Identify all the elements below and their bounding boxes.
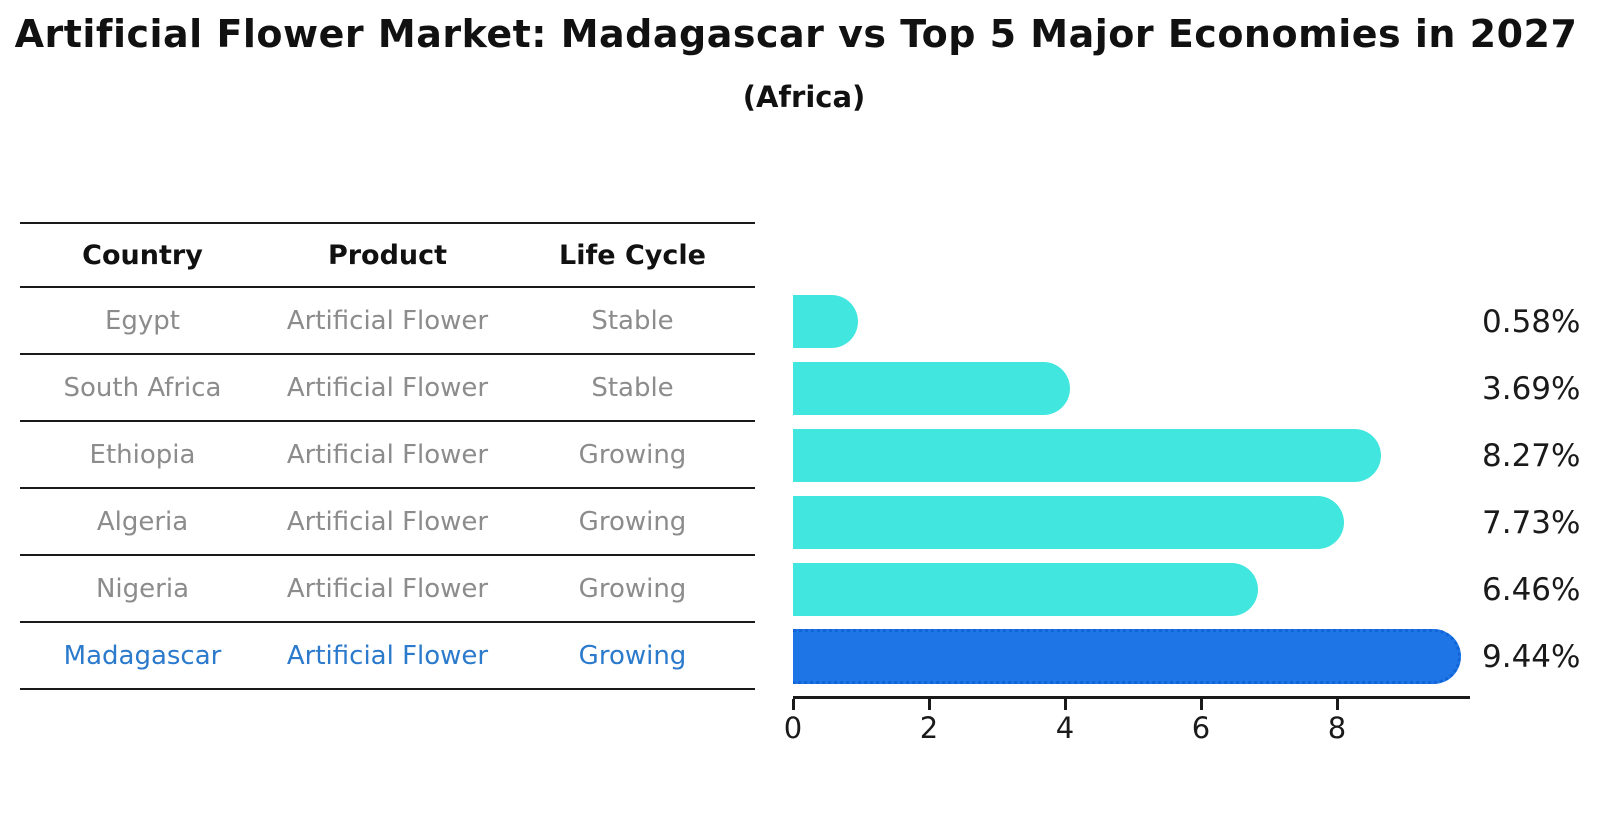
country-table: Country Product Life Cycle Egypt Artific…	[20, 222, 755, 690]
x-tick-8	[1335, 699, 1339, 710]
bar-south-africa	[793, 362, 1070, 415]
x-tick-label-4: 4	[1055, 711, 1075, 745]
life-cycle-cell: Growing	[578, 640, 687, 671]
table-header-country: Country	[82, 239, 203, 271]
value-label-egypt: 0.58%	[1482, 303, 1581, 340]
bar-egypt	[793, 295, 859, 348]
life-cycle-cell: Growing	[578, 439, 687, 470]
life-cycle-cell: Growing	[578, 573, 687, 604]
x-tick-2	[927, 699, 931, 710]
table-row-madagascar: Madagascar Artificial Flower Growing	[20, 623, 755, 690]
life-cycle-cell: Stable	[591, 305, 674, 336]
table-row-ethiopia: Ethiopia Artificial Flower Growing	[20, 422, 755, 489]
country-cell: Egypt	[104, 305, 181, 336]
x-tick-label-6: 6	[1191, 711, 1211, 745]
x-tick-4	[1063, 699, 1067, 710]
country-cell: Madagascar	[63, 640, 222, 671]
country-cell: Nigeria	[95, 573, 190, 604]
table-row-algeria: Algeria Artificial Flower Growing	[20, 489, 755, 556]
bar-plot	[793, 288, 1461, 690]
table-header-life-cycle: Life Cycle	[559, 239, 706, 271]
x-tick-label-8: 8	[1327, 711, 1347, 745]
table-header-row: Country Product Life Cycle	[20, 222, 755, 288]
product-cell: Artificial Flower	[286, 640, 489, 671]
x-tick-label-2: 2	[919, 711, 939, 745]
bar-madagascar	[793, 629, 1461, 684]
value-label-madagascar: 9.44%	[1482, 638, 1581, 675]
table-header-product: Product	[327, 239, 448, 271]
value-label-south-africa: 3.69%	[1482, 370, 1581, 407]
country-cell: South Africa	[63, 372, 222, 403]
table-row-nigeria: Nigeria Artificial Flower Growing	[20, 556, 755, 623]
x-axis-line	[793, 696, 1470, 699]
product-cell: Artificial Flower	[286, 439, 489, 470]
x-tick-0	[791, 699, 795, 710]
product-cell: Artificial Flower	[286, 573, 489, 604]
value-label-ethiopia: 8.27%	[1482, 437, 1581, 474]
chart-title: Artificial Flower Market: Madagascar vs …	[14, 12, 1578, 56]
chart-subtitle: (Africa)	[742, 80, 866, 114]
value-label-algeria: 7.73%	[1482, 504, 1581, 541]
product-cell: Artificial Flower	[286, 305, 489, 336]
value-label-nigeria: 6.46%	[1482, 571, 1581, 608]
life-cycle-cell: Stable	[591, 372, 674, 403]
bar-ethiopia	[793, 429, 1382, 482]
x-tick-label-0: 0	[783, 711, 803, 745]
value-labels: 0.58% 3.69% 8.27% 7.73% 6.46% 9.44%	[1482, 288, 1580, 690]
country-cell: Algeria	[96, 506, 189, 537]
product-cell: Artificial Flower	[286, 506, 489, 537]
table-row-south-africa: South Africa Artificial Flower Stable	[20, 355, 755, 422]
table-row-egypt: Egypt Artificial Flower Stable	[20, 288, 755, 355]
product-cell: Artificial Flower	[286, 372, 489, 403]
bar-nigeria	[793, 563, 1259, 616]
country-cell: Ethiopia	[89, 439, 196, 470]
x-tick-6	[1199, 699, 1203, 710]
bar-algeria	[793, 496, 1345, 549]
life-cycle-cell: Growing	[578, 506, 687, 537]
